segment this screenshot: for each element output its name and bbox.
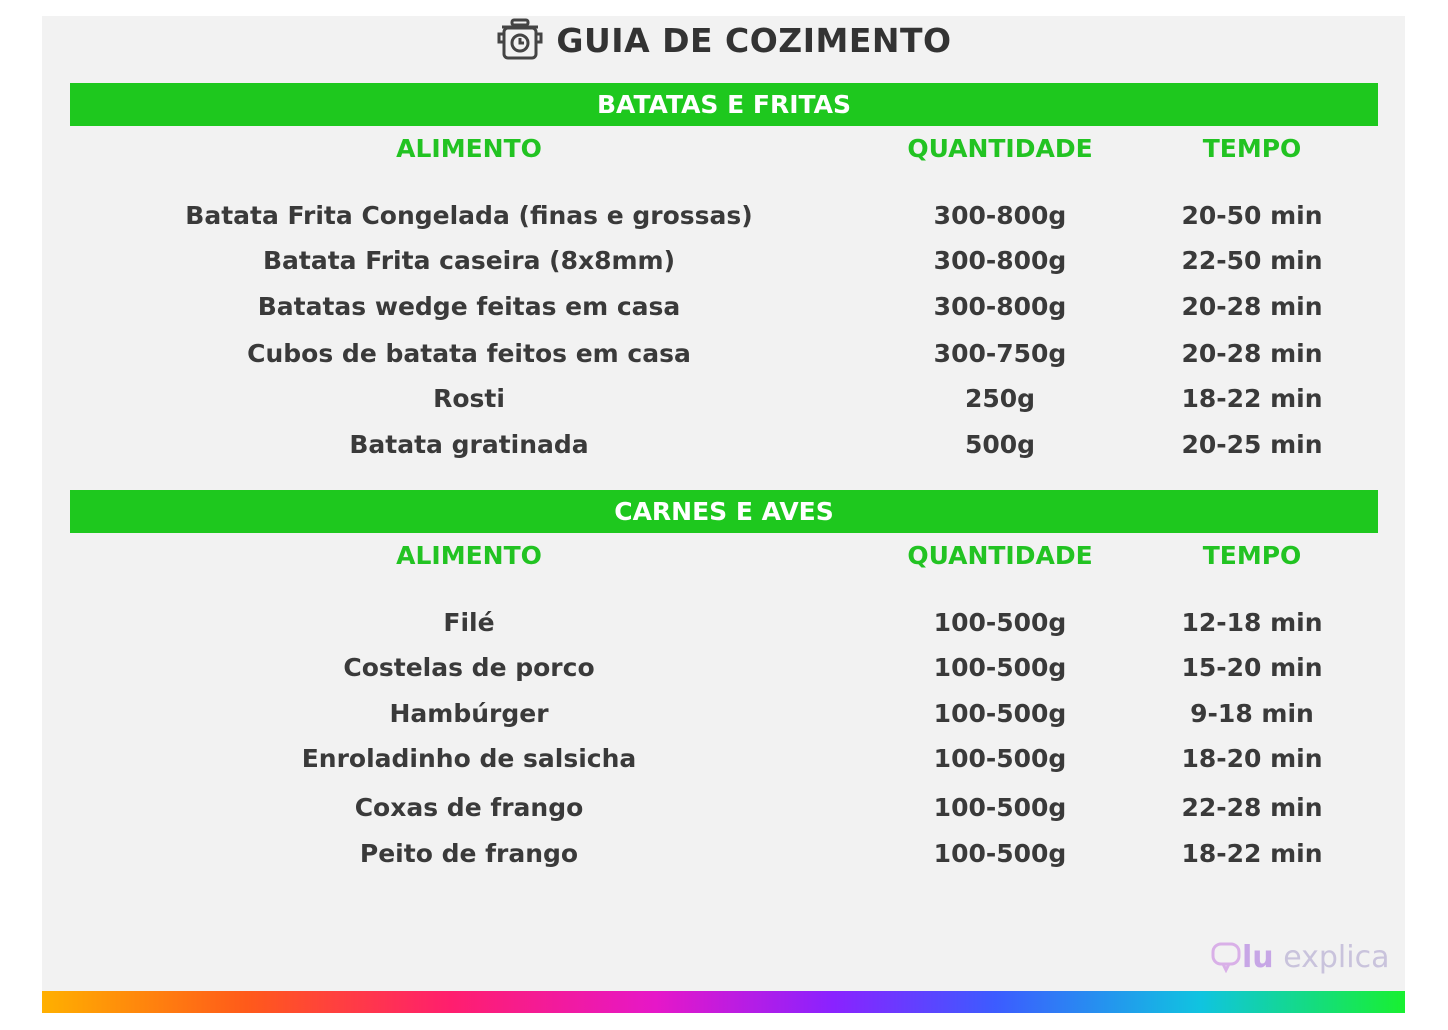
table-cell: 9-18 min (1190, 699, 1314, 728)
table-cell: 20-28 min (1181, 292, 1323, 321)
section-header: CARNES E AVES (70, 490, 1378, 533)
table-cell: 100-500g (933, 653, 1067, 682)
table-cell: 20-25 min (1181, 430, 1323, 459)
table-cell: Rosti (433, 384, 505, 413)
table-cell: 20-28 min (1181, 339, 1323, 368)
table-cell: 300-800g (933, 246, 1067, 275)
table-cell: Enroladinho de salsicha (301, 744, 637, 773)
table-cell: Filé (443, 608, 495, 637)
rainbow-bar (42, 991, 1405, 1013)
table-cell: 100-500g (933, 839, 1067, 868)
table-cell: Batata Frita Congelada (finas e grossas) (185, 201, 753, 230)
table-cell: 100-500g (933, 793, 1067, 822)
page-title: GUIA DE COZIMENTO (0, 18, 1448, 62)
column-header: ALIMENTO (396, 541, 542, 570)
table-cell: 100-500g (933, 608, 1067, 637)
table-cell: 100-500g (933, 699, 1067, 728)
table-cell: Hambúrger (389, 699, 549, 728)
table-cell: 500g (964, 430, 1036, 459)
lu-explica-logo: lu explica (1210, 940, 1389, 975)
table-cell: Costelas de porco (343, 653, 595, 682)
pressure-cooker-icon (497, 18, 543, 60)
table-cell: 22-50 min (1181, 246, 1323, 275)
table-cell: 300-800g (933, 201, 1067, 230)
table-cell: 250g (964, 384, 1036, 413)
column-header: ALIMENTO (396, 134, 542, 163)
table-cell: 300-750g (933, 339, 1067, 368)
table-cell: 18-22 min (1181, 839, 1323, 868)
section-header: BATATAS E FRITAS (70, 83, 1378, 126)
table-cell: Batata gratinada (349, 430, 589, 459)
table-cell: 18-20 min (1181, 744, 1323, 773)
table-cell: Peito de frango (359, 839, 579, 868)
table-cell: 22-28 min (1181, 793, 1323, 822)
title-text: GUIA DE COZIMENTO (556, 21, 952, 60)
table-cell: Cubos de batata feitos em casa (247, 339, 691, 368)
table-cell: Coxas de frango (354, 793, 584, 822)
column-header: TEMPO (1202, 134, 1302, 163)
table-cell: 20-50 min (1181, 201, 1323, 230)
table-cell: Batata Frita caseira (8x8mm) (262, 246, 676, 275)
column-header: TEMPO (1202, 541, 1302, 570)
table-cell: 100-500g (933, 744, 1067, 773)
column-header: QUANTIDADE (907, 134, 1093, 163)
column-header: QUANTIDADE (907, 541, 1093, 570)
table-cell: 300-800g (933, 292, 1067, 321)
table-cell: 18-22 min (1181, 384, 1323, 413)
table-cell: 12-18 min (1181, 608, 1323, 637)
table-cell: Batatas wedge feitas em casa (257, 292, 681, 321)
speech-bubble-icon (1211, 942, 1241, 974)
table-cell: 15-20 min (1181, 653, 1323, 682)
